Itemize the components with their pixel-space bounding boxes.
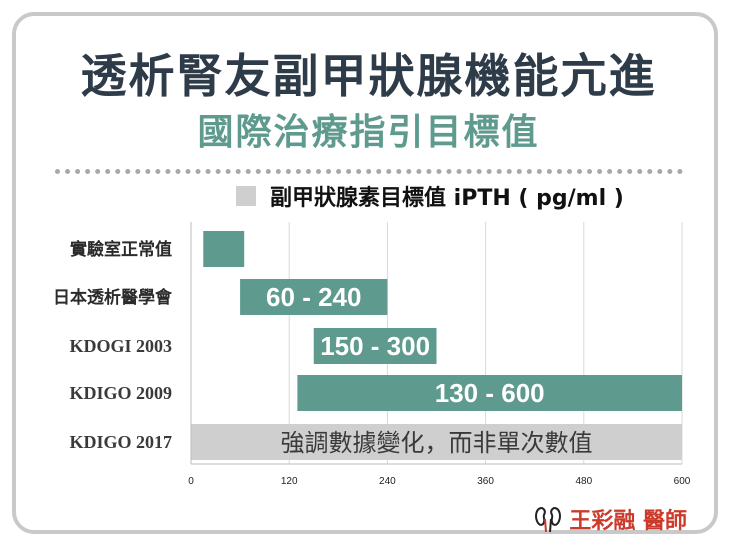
- range-bar: [313, 328, 437, 364]
- dotted-divider: [55, 169, 683, 174]
- bar-label: 150 - 300: [320, 331, 430, 361]
- range-bar: [240, 279, 388, 315]
- x-tick-label: 0: [188, 476, 194, 487]
- note-label: 強調數據變化，而非單次數值: [281, 429, 593, 457]
- category-label: KDOGI 2003: [69, 336, 172, 356]
- bar-label: 60 - 240: [266, 282, 361, 312]
- legend: 副甲狀腺素目標值 iPTH ( pg/ml ): [236, 181, 624, 211]
- category-label: 日本透析醫學會: [53, 287, 173, 308]
- note-bar: [191, 424, 682, 460]
- x-tick-label: 360: [477, 476, 494, 487]
- chart-subtitle: 國際治療指引目標值: [197, 112, 540, 153]
- category-label: KDIGO 2017: [69, 432, 172, 452]
- x-tick-label: 120: [281, 476, 298, 487]
- signature-text: 王彩融 醫師: [569, 509, 687, 534]
- chart-title: 透析腎友副甲狀腺機能亢進: [80, 49, 657, 103]
- x-tick-label: 240: [379, 476, 396, 487]
- range-bar: [203, 231, 245, 267]
- bar-label: 130 - 600: [435, 378, 545, 408]
- category-label: 實驗室正常值: [70, 239, 172, 260]
- x-tick-label: 600: [674, 476, 691, 487]
- x-tick-label: 480: [575, 476, 592, 487]
- range-bar: [297, 375, 682, 411]
- kidney-icon: [535, 506, 562, 533]
- author-signature: 王彩融 醫師: [533, 503, 687, 535]
- legend-label: 副甲狀腺素目標值 iPTH ( pg/ml ): [270, 186, 624, 211]
- legend-swatch: [236, 186, 256, 206]
- category-label: KDIGO 2009: [69, 383, 172, 403]
